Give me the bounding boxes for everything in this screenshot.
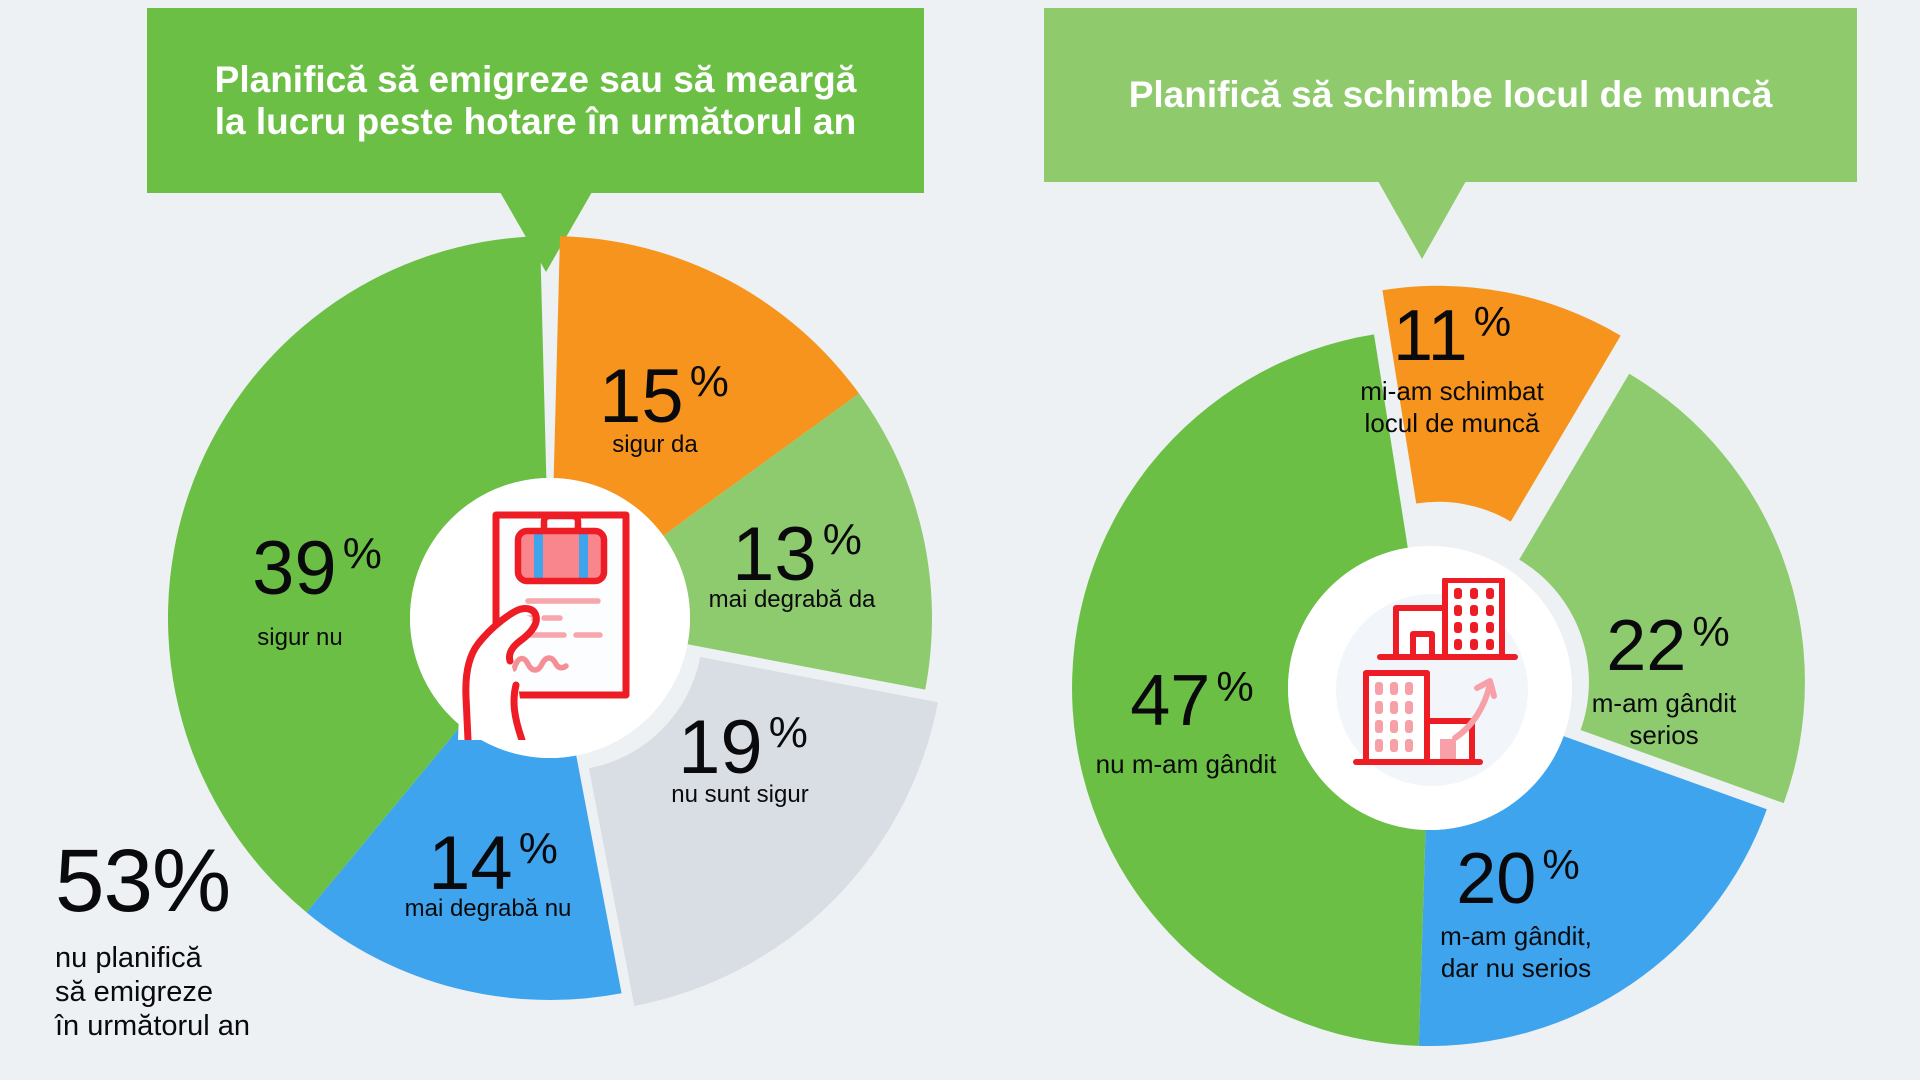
annotation-line1: nu planifică (55, 942, 202, 974)
slice-percent-label-mi-am-schimbat-locul-de-muncă: 11% (1393, 296, 1511, 376)
slice-text-label-m-am-gândit-serios: serios (1629, 720, 1698, 750)
slice-sigur-nu (167, 236, 547, 913)
slice-text-label-mai-degrabă-da: mai degrabă da (709, 586, 876, 613)
slice-percent-label-nu-m-am-gândit: 47% (1130, 661, 1253, 741)
slice-text-label-mai-degrabă-nu: mai degrabă nu (405, 895, 572, 922)
slice-text-label-sigur-da: sigur da (612, 431, 698, 458)
slice-text-label-nu-m-am-gândit: nu m-am gândit (1096, 749, 1277, 779)
slice-percent-label-sigur-da: 15% (599, 354, 729, 439)
slice-sigur-da (553, 236, 860, 536)
slice-text-label-m-am-gândit-serios: m-am gândit (1592, 688, 1737, 718)
annotation-line3: în următorul an (55, 1010, 251, 1042)
chart-left-title-line2: la lucru peste hotare în următorul an (214, 100, 857, 142)
chart-left-title: Planifică să emigreze sau să meargă la l… (215, 59, 857, 143)
slice-m-am-gândit-dar-nu-serios (1418, 736, 1767, 1046)
title-bubble-right: Planifică să schimbe locul de muncă (1044, 8, 1857, 182)
bubble-pointer-right-icon (1378, 181, 1466, 259)
slice-nu-sunt-sigur (588, 656, 938, 1006)
slice-mai-degrabă-nu (306, 725, 622, 1000)
slice-text-label-m-am-gândit-dar-nu-serios: m-am gândit, (1440, 921, 1592, 951)
slice-percent-label-nu-sunt-sigur: 19% (678, 705, 808, 790)
slice-text-label-mi-am-schimbat-locul-de-muncă: locul de muncă (1365, 408, 1540, 438)
slice-text-label-m-am-gândit-dar-nu-serios: dar nu serios (1441, 953, 1591, 983)
slice-percent-label-m-am-gândit-serios: 22% (1606, 606, 1729, 686)
slice-percent-label-mai-degrabă-nu: 14% (428, 821, 558, 906)
slice-text-label-sigur-nu: sigur nu (257, 624, 342, 651)
chart-left-title-line1: Planifică să emigreze sau să meargă (214, 58, 857, 100)
donut-hole (1288, 546, 1572, 830)
chart-right-title: Planifică să schimbe locul de muncă (1128, 74, 1773, 115)
slice-mai-degrabă-da (663, 393, 932, 690)
annotation-value: 53% (55, 830, 231, 930)
slice-text-label-nu-sunt-sigur: nu sunt sigur (671, 781, 808, 808)
slice-nu-m-am-gândit (1072, 334, 1426, 1046)
slice-percent-label-mai-degrabă-da: 13% (732, 512, 862, 597)
slice-m-am-gândit-serios (1519, 373, 1805, 804)
slice-mi-am-schimbat-locul-de-muncă (1382, 285, 1621, 522)
annotation-no-plans: 53% nu planifică să emigreze în următoru… (55, 836, 250, 1043)
annotation-line2: să emigreze (55, 976, 213, 1008)
title-bubble-left: Planifică să emigreze sau să meargă la l… (147, 8, 924, 193)
donut-hole (410, 478, 690, 758)
slice-text-label-mi-am-schimbat-locul-de-muncă: mi-am schimbat (1360, 376, 1544, 406)
slice-percent-label-sigur-nu: 39% (252, 526, 382, 611)
slice-percent-label-m-am-gândit-dar-nu-serios: 20% (1456, 839, 1579, 919)
